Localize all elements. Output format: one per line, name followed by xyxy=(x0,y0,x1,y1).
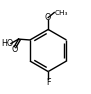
Text: O: O xyxy=(45,13,51,22)
Text: CH₃: CH₃ xyxy=(55,9,69,16)
Text: O: O xyxy=(12,45,18,54)
Text: HO: HO xyxy=(2,39,14,48)
Text: F: F xyxy=(46,78,50,87)
